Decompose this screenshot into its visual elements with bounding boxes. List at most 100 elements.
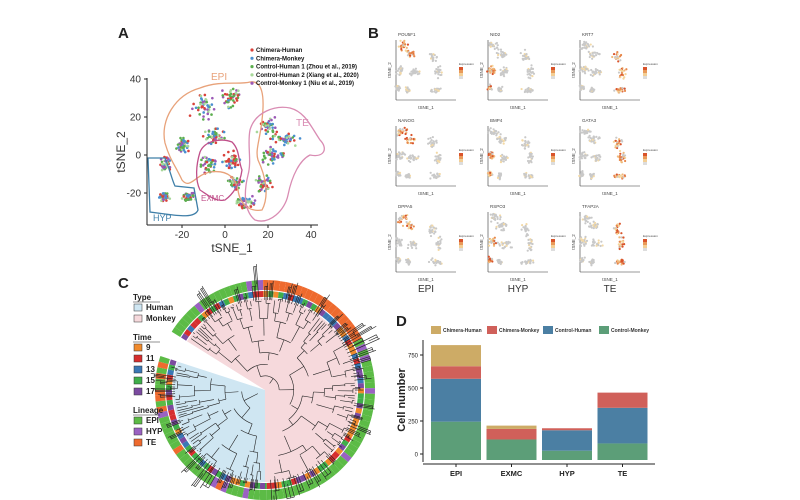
cell-point: [529, 159, 533, 163]
tree-branch: [352, 368, 364, 371]
cell-point: [581, 46, 584, 50]
data-point: [262, 154, 266, 158]
cell-point: [397, 257, 400, 260]
legend-label: Chimera-Monkey: [499, 328, 540, 334]
legend-swatch: [551, 162, 555, 165]
cell-point: [394, 85, 397, 88]
cell-point: [620, 258, 623, 261]
cell-point: [589, 88, 592, 92]
cell-point: [617, 60, 620, 63]
cell-point: [617, 88, 620, 91]
cell-point: [407, 243, 410, 246]
cell-point: [591, 57, 594, 60]
tree-branch: [167, 379, 177, 382]
lineage-ring-segment: [191, 464, 203, 476]
cell-point: [499, 87, 503, 90]
tree-arc: [308, 482, 314, 486]
lineage-ring-segment: [316, 472, 327, 485]
data-point: [291, 136, 295, 139]
cell-point: [519, 51, 522, 55]
tree-branch: [326, 357, 337, 363]
cell-point: [598, 158, 601, 161]
time-ring-segment: [357, 377, 364, 384]
tree-branch: [218, 319, 224, 327]
tree-branch: [312, 305, 323, 321]
lineage-ring-segment: [257, 280, 264, 291]
tree-branch: [337, 443, 342, 448]
tree-branch: [222, 305, 227, 314]
cell-point: [623, 69, 626, 72]
tree-branch: [176, 374, 190, 378]
legend-title: Expression: [459, 62, 474, 66]
panel-label-c: C: [118, 275, 129, 292]
gene-label: NANOG: [398, 118, 415, 123]
cell-point: [614, 139, 617, 142]
cell-point: [404, 258, 408, 261]
cell-point: [527, 76, 530, 79]
cell-point: [619, 152, 622, 155]
data-point: [271, 157, 274, 161]
cell-point: [411, 72, 414, 75]
cell-point: [582, 42, 585, 45]
cell-point: [581, 218, 584, 221]
cell-point: [487, 259, 490, 262]
cell-point: [596, 156, 599, 160]
cell-point: [528, 242, 531, 245]
tree-branch: [258, 301, 261, 319]
data-point: [211, 158, 215, 162]
data-point: [232, 183, 236, 187]
cell-point: [431, 257, 434, 260]
legend-marker: [250, 65, 254, 69]
tree-branch: [321, 323, 327, 330]
cell-point: [590, 156, 593, 159]
data-point: [199, 102, 202, 106]
data-point: [162, 198, 165, 202]
tree-branch: [333, 322, 346, 333]
cell-point: [583, 156, 586, 159]
cell-point: [439, 235, 442, 238]
data-point: [265, 178, 269, 182]
cell-point: [438, 160, 441, 164]
data-point: [159, 193, 162, 196]
data-point: [182, 149, 186, 152]
cell-point: [496, 176, 500, 179]
scatter-points: [157, 87, 302, 210]
lineage-ring-segment: [234, 282, 243, 294]
y-axis-label: tSNE_2: [387, 234, 392, 250]
cell-point: [399, 39, 402, 42]
time-ring-segment: [341, 439, 349, 447]
cell-point: [578, 156, 581, 159]
tree-branch: [208, 411, 219, 417]
cell-point: [488, 86, 491, 90]
tree-branch: [200, 437, 214, 450]
cell-point: [496, 56, 499, 59]
data-point: [216, 133, 220, 137]
cell-point: [500, 140, 503, 143]
data-point: [228, 179, 232, 183]
cell-point: [600, 240, 603, 243]
data-point: [234, 91, 238, 95]
cell-point: [521, 54, 525, 57]
cell-point: [527, 259, 530, 262]
cell-point: [429, 226, 432, 229]
gene-label: DPPA5: [398, 204, 413, 209]
data-point: [273, 152, 276, 156]
cell-point: [591, 45, 594, 48]
cell-point: [529, 247, 532, 251]
data-point: [273, 134, 277, 138]
time-ring-segment: [322, 311, 330, 320]
tree-branch: [197, 449, 199, 452]
time-ring-segment: [259, 482, 265, 489]
tree-branch: [334, 405, 344, 409]
legend-swatch: [643, 159, 647, 162]
tree-branch: [312, 369, 330, 376]
tree-branch: [193, 473, 204, 486]
tree-branch: [354, 377, 372, 381]
tree-branch: [332, 384, 345, 387]
cell-point: [501, 246, 504, 250]
cell-point: [595, 158, 598, 161]
data-point: [227, 166, 231, 170]
cell-point: [492, 242, 496, 246]
tree-branch: [165, 419, 181, 426]
